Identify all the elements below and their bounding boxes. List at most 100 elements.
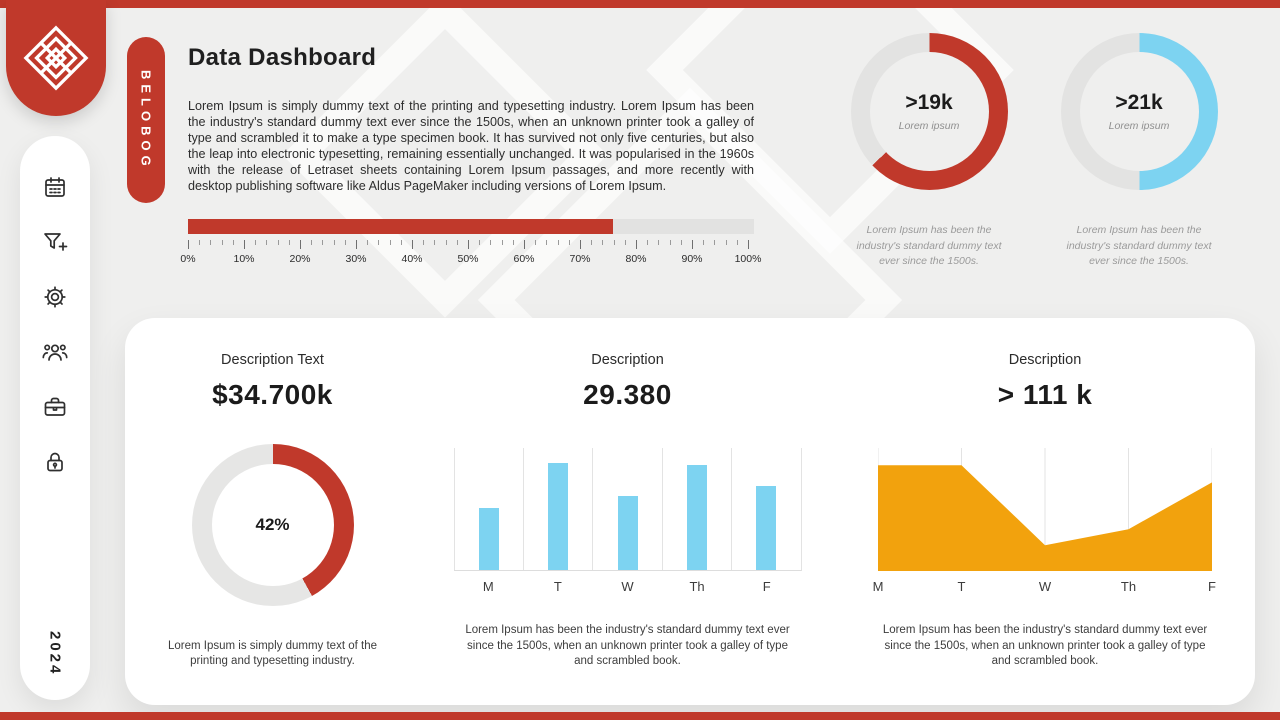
lock-icon[interactable]	[38, 445, 72, 479]
calendar-icon[interactable]	[38, 170, 72, 204]
ruler-tick	[703, 240, 705, 245]
ruler-tick	[367, 240, 369, 245]
ruler-tick	[412, 240, 413, 249]
bar-cell	[661, 448, 731, 570]
ruler-tick	[244, 240, 245, 249]
ruler-tick	[255, 240, 257, 245]
area-chart-axis: M T W Th F	[873, 579, 1216, 597]
bar	[548, 462, 569, 570]
sidebar: 2024	[20, 136, 90, 700]
ruler-tick	[210, 240, 212, 245]
ruler-tick	[333, 240, 335, 245]
stat-caption: Lorem Ipsum is simply dummy text of the …	[168, 639, 377, 668]
ruler-label: 50%	[457, 253, 479, 265]
bar-cell	[592, 448, 661, 570]
ruler-tick	[501, 240, 503, 245]
ruler-tick	[725, 240, 727, 245]
ruler-tick	[311, 240, 313, 245]
ruler-label: 90%	[681, 253, 703, 265]
filter-plus-icon[interactable]	[38, 225, 72, 259]
settings-icon[interactable]	[38, 280, 72, 314]
kpi-value: >21k	[1115, 91, 1163, 114]
stat-donut-label: 42%	[255, 515, 290, 534]
kpi-ring-1-center: >19k Lorem ipsum	[851, 33, 1008, 190]
top-accent-strip	[0, 0, 1280, 8]
bar	[756, 485, 777, 570]
ruler-tick	[714, 240, 716, 245]
kpi-ring-2-center: >21k Lorem ipsum	[1061, 33, 1218, 190]
ruler-tick	[490, 240, 492, 245]
briefcase-icon[interactable]	[38, 390, 72, 424]
dashboard-card: Description Text $34.700k 42% Lorem Ipsu…	[125, 318, 1255, 705]
bar-cell	[453, 448, 523, 570]
ruler-label: 100%	[734, 253, 762, 265]
bar-axis-label: Th	[689, 579, 705, 594]
kpi-sublabel: Lorem ipsum	[898, 120, 960, 132]
ruler-tick	[400, 240, 402, 245]
ruler-tick	[624, 240, 626, 245]
stat-value: $34.700k	[212, 379, 333, 410]
kpi-sublabel: Lorem ipsum	[1108, 120, 1170, 132]
ruler-tick	[557, 240, 559, 245]
bar-chart-axis: M T W Th F	[454, 579, 802, 594]
ruler-tick	[546, 240, 548, 245]
ruler-tick	[512, 240, 514, 245]
ruler-tick	[423, 240, 425, 245]
bar-axis-label: M	[482, 579, 494, 594]
stat-label: Description	[1008, 352, 1082, 368]
stat-value: 29.380	[583, 379, 672, 410]
brand-pill: BELOBOG	[127, 37, 165, 203]
ruler-label: 0%	[180, 253, 196, 265]
kpi-caption: Lorem Ipsum has been the industry's stan…	[856, 224, 1002, 267]
users-icon[interactable]	[38, 335, 72, 369]
ruler-label: 10%	[233, 253, 255, 265]
bar-cell	[522, 448, 592, 570]
stat-column-bars: Description 29.380 M T W Th F Lorem Ipsum ha…	[420, 318, 835, 705]
ruler-tick	[356, 240, 357, 249]
ruler-tick	[524, 240, 525, 249]
ruler-tick	[456, 240, 458, 245]
ruler-tick	[232, 240, 234, 245]
ruler-tick	[199, 240, 201, 245]
ruler-tick	[468, 240, 469, 249]
knot-emblem-icon	[23, 25, 89, 91]
brand-logo	[6, 0, 106, 116]
bar-axis-label: T	[553, 579, 562, 594]
header: Data Dashboard Lorem Ipsum is simply dum…	[180, 44, 761, 272]
bar	[686, 465, 707, 570]
ruler-tick	[445, 240, 447, 245]
ruler-tick	[748, 240, 749, 249]
year-label: 2024	[46, 630, 64, 676]
area-axis-label: M	[872, 579, 884, 594]
stat-column-donut: Description Text $34.700k 42% Lorem Ipsu…	[125, 318, 420, 705]
brand-name: BELOBOG	[138, 69, 154, 171]
ruler-tick	[658, 240, 660, 245]
bar-axis-label: W	[621, 579, 634, 594]
kpi-ring-2: >21k Lorem ipsum	[1060, 33, 1218, 190]
kpi-block-2: >21k Lorem ipsum Lorem Ipsum has been th…	[1053, 33, 1225, 270]
bar	[617, 495, 638, 570]
ruler-tick	[221, 240, 223, 245]
ruler-tick	[647, 240, 649, 245]
kpi-ring-1: >19k Lorem ipsum	[850, 33, 1008, 190]
ruler-tick	[434, 240, 436, 245]
ruler-tick	[266, 240, 268, 245]
bar	[478, 507, 499, 570]
progress-fill	[188, 219, 613, 234]
ruler-tick	[669, 240, 671, 245]
area-axis-label: Th	[1120, 579, 1137, 594]
stat-donut-center: 42%	[192, 444, 354, 606]
ruler-tick	[277, 240, 279, 245]
stat-value: > 111 k	[997, 379, 1093, 410]
ruler-tick	[344, 240, 346, 245]
ruler-tick	[479, 240, 481, 245]
ruler-tick	[568, 240, 570, 245]
kpi-value: >19k	[905, 91, 953, 114]
bar-axis-label: F	[762, 579, 771, 594]
ruler-tick	[322, 240, 324, 245]
bottom-accent-strip	[0, 712, 1280, 720]
progress-bar	[188, 219, 754, 234]
ruler-tick	[636, 240, 637, 249]
area-axis-label: W	[1038, 579, 1052, 594]
